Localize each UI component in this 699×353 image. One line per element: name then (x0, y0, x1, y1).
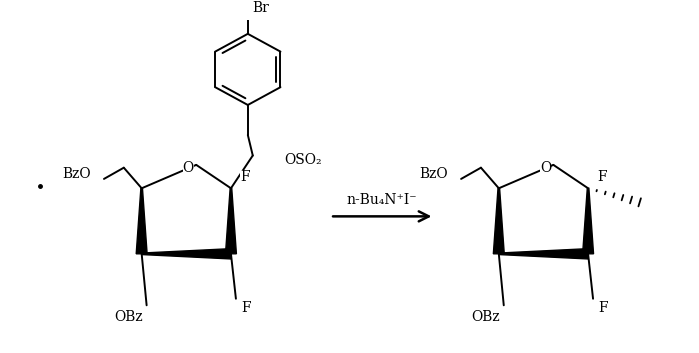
Text: F: F (597, 170, 607, 184)
Text: OBz: OBz (472, 310, 500, 323)
Text: BzO: BzO (419, 167, 447, 181)
Text: F: F (598, 301, 608, 315)
Text: BzO: BzO (62, 167, 90, 181)
Polygon shape (493, 188, 504, 254)
Text: F: F (241, 301, 251, 315)
Text: Br: Br (253, 1, 270, 14)
Polygon shape (499, 249, 588, 259)
Polygon shape (142, 249, 231, 259)
Text: O: O (182, 161, 194, 175)
Text: n-Bu₄N⁺I⁻: n-Bu₄N⁺I⁻ (347, 193, 417, 208)
Text: OSO₂: OSO₂ (284, 153, 322, 167)
Polygon shape (583, 188, 593, 254)
Text: OBz: OBz (115, 310, 143, 323)
Text: O: O (540, 161, 551, 175)
Text: F: F (240, 170, 250, 184)
Polygon shape (226, 188, 236, 254)
Polygon shape (136, 188, 147, 254)
